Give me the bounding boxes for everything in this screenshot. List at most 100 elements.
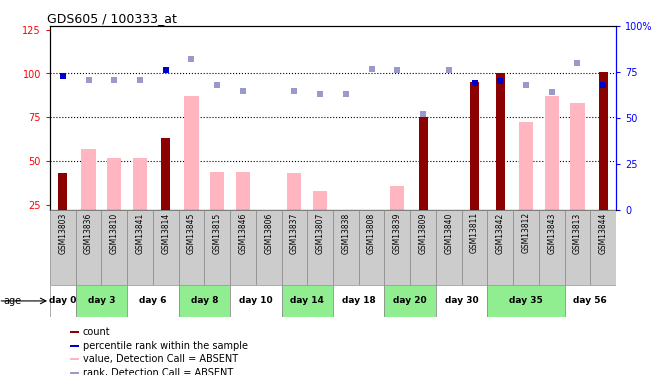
Point	[469, 80, 480, 86]
Text: GDS605 / 100333_at: GDS605 / 100333_at	[47, 12, 177, 25]
Point	[161, 68, 171, 74]
Text: day 30: day 30	[445, 296, 478, 305]
Text: GSM13840: GSM13840	[444, 212, 454, 254]
Bar	[184, 96, 198, 210]
Text: day 18: day 18	[342, 296, 376, 305]
Bar	[59, 173, 67, 210]
Bar	[496, 74, 505, 210]
Text: GSM13815: GSM13815	[212, 212, 222, 254]
Bar	[359, 210, 384, 285]
Bar	[570, 103, 585, 210]
Text: day 14: day 14	[290, 296, 324, 305]
Bar	[513, 210, 539, 285]
Bar	[599, 72, 607, 210]
Text: day 8: day 8	[190, 296, 218, 305]
Bar	[70, 372, 79, 374]
Point	[418, 111, 428, 117]
Text: GSM13838: GSM13838	[342, 212, 350, 254]
Bar	[590, 210, 616, 285]
Bar	[236, 171, 250, 210]
Point	[444, 68, 454, 74]
Bar	[384, 210, 410, 285]
Bar	[70, 331, 79, 333]
Text: GSM13803: GSM13803	[59, 212, 67, 254]
Bar	[210, 171, 224, 210]
Text: rank, Detection Call = ABSENT: rank, Detection Call = ABSENT	[83, 368, 233, 375]
Bar	[178, 210, 204, 285]
Point	[315, 91, 326, 97]
Bar	[133, 158, 147, 210]
Text: GSM13842: GSM13842	[496, 212, 505, 254]
Point	[521, 82, 531, 88]
Text: GSM13813: GSM13813	[573, 212, 582, 254]
Text: GSM13836: GSM13836	[84, 212, 93, 254]
Bar	[76, 285, 127, 317]
Bar	[161, 138, 170, 210]
Text: age: age	[3, 296, 21, 306]
Text: GSM13843: GSM13843	[547, 212, 556, 254]
Bar	[101, 210, 127, 285]
Point	[340, 91, 351, 97]
Point	[366, 66, 377, 72]
Point	[238, 88, 248, 94]
Bar	[418, 117, 428, 210]
Point	[57, 73, 68, 79]
Bar	[390, 186, 404, 210]
Text: GSM13812: GSM13812	[521, 212, 531, 254]
Text: GSM13844: GSM13844	[599, 212, 607, 254]
Bar	[470, 82, 479, 210]
Text: GSM13809: GSM13809	[418, 212, 428, 254]
Bar	[153, 210, 178, 285]
Point	[598, 82, 609, 88]
Point	[495, 78, 505, 84]
Text: day 56: day 56	[573, 296, 607, 305]
Text: day 20: day 20	[394, 296, 427, 305]
Bar	[50, 210, 76, 285]
Bar	[313, 191, 327, 210]
Text: day 3: day 3	[88, 296, 115, 305]
Bar	[333, 285, 384, 317]
Bar	[462, 210, 488, 285]
Bar	[230, 285, 282, 317]
Text: GSM13814: GSM13814	[161, 212, 170, 254]
Bar	[442, 210, 456, 213]
Point	[546, 89, 557, 95]
Point	[392, 68, 403, 74]
Bar	[565, 210, 590, 285]
Bar	[127, 285, 178, 317]
Bar	[76, 210, 101, 285]
Point	[572, 60, 583, 66]
Bar	[539, 210, 565, 285]
Bar	[178, 285, 230, 317]
Bar	[282, 285, 333, 317]
Text: GSM13807: GSM13807	[316, 212, 324, 254]
Text: GSM13808: GSM13808	[367, 212, 376, 254]
Point	[135, 76, 145, 82]
Text: day 6: day 6	[139, 296, 166, 305]
Bar	[287, 173, 302, 210]
Text: day 35: day 35	[509, 296, 543, 305]
Bar	[204, 210, 230, 285]
Text: GSM13806: GSM13806	[264, 212, 273, 254]
Bar	[488, 210, 513, 285]
Bar	[127, 210, 153, 285]
Text: count: count	[83, 327, 111, 337]
Text: day 0: day 0	[49, 296, 77, 305]
Bar	[436, 210, 462, 285]
Bar	[50, 285, 76, 317]
Point	[186, 56, 196, 62]
Bar	[364, 210, 379, 213]
Bar	[545, 96, 559, 210]
Text: percentile rank within the sample: percentile rank within the sample	[83, 341, 248, 351]
Bar	[256, 210, 282, 285]
Bar	[230, 210, 256, 285]
Point	[289, 88, 300, 94]
Bar	[333, 210, 359, 285]
Bar	[410, 210, 436, 285]
Text: GSM13811: GSM13811	[470, 212, 479, 254]
Bar	[488, 285, 565, 317]
Text: GSM13810: GSM13810	[110, 212, 119, 254]
Bar	[70, 358, 79, 360]
Text: GSM13845: GSM13845	[187, 212, 196, 254]
Bar	[107, 158, 121, 210]
